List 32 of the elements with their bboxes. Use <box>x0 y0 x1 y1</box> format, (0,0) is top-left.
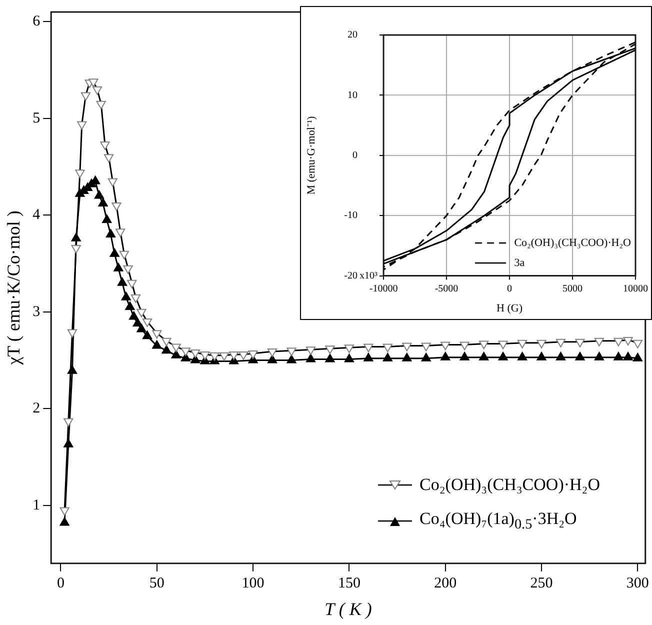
y-tick-label: 0 <box>352 150 358 162</box>
legend-label: Co₄(OH)₇(1a)$_{0.5}$·3H₂O <box>420 508 577 533</box>
x-tick-label: 50 <box>149 575 164 592</box>
y-tick-label: 4 <box>32 207 41 224</box>
x-tick-label: 0 <box>507 283 512 294</box>
x-tick-label: -5000 <box>434 283 458 294</box>
y-tick-label: 10 <box>348 90 358 101</box>
x-tick-label: 200 <box>434 575 457 592</box>
y-tick-label: 6 <box>32 14 41 30</box>
y-tick-label: -10 <box>344 210 358 222</box>
x-axis-title: H (G) <box>496 302 523 314</box>
y-tick-label: 1 <box>32 497 40 514</box>
legend-label: 3a <box>514 257 525 269</box>
x-tick-label: 100 <box>242 575 264 592</box>
x-tick-label: 0 <box>56 575 64 592</box>
y-tick-label: 20 <box>348 30 358 41</box>
annotation: x10³ <box>360 270 378 282</box>
x-tick-label: 150 <box>338 575 360 592</box>
y-tick-label: 2 <box>32 400 40 417</box>
legend-label: Co₂(OH)₃(CH₃COO)·H₂O <box>514 237 631 249</box>
y-tick-label: -20 <box>344 270 358 282</box>
x-tick-label: 5000 <box>562 283 583 294</box>
y-tick-label: 3 <box>32 304 40 320</box>
x-tick-label: -10000 <box>369 283 398 294</box>
legend-label: Co₂(OH)₃(CH₃COO)·H₂O <box>420 474 600 495</box>
x-tick-label: 10000 <box>623 283 648 294</box>
y-tick-label: 5 <box>32 110 40 126</box>
y-axis-title: M (emu·G·mol⁻¹) <box>305 116 318 195</box>
x-tick-label: 300 <box>626 575 649 592</box>
x-tick-label: 250 <box>530 575 553 592</box>
x-axis-title: T ( K ) <box>324 598 372 619</box>
y-axis-title: χT ( emu·K/Co·mol ) <box>4 210 24 366</box>
